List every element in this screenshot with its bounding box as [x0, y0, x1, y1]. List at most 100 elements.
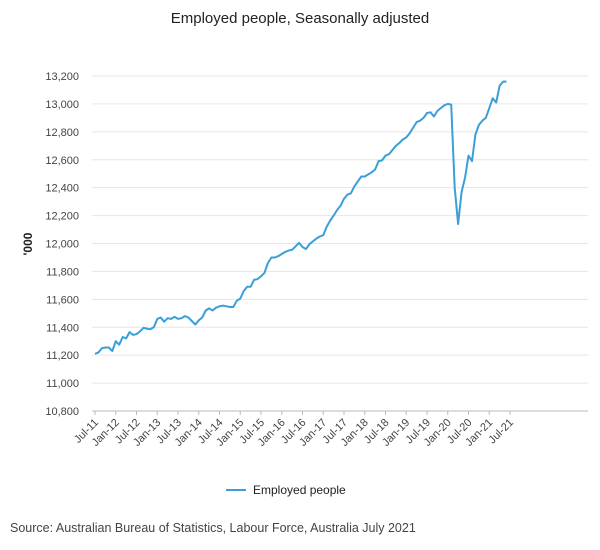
y-tick-label: 10,800 [45, 406, 79, 418]
data-point [343, 198, 345, 200]
data-point [443, 104, 445, 106]
data-point [270, 256, 272, 258]
y-axis-ticks: 10,800 11,000 11,200 11,400 11,600 11,800 12,0… [45, 71, 79, 418]
y-tick-label: 11,600 [46, 294, 79, 306]
data-point [419, 120, 421, 122]
data-point [350, 192, 352, 194]
data-point [308, 243, 310, 245]
data-point [94, 353, 96, 355]
data-point [492, 97, 494, 99]
data-point [288, 249, 290, 251]
y-tick-label: 12,800 [45, 127, 79, 139]
data-point [450, 103, 452, 105]
data-point [163, 321, 165, 323]
data-point [357, 180, 359, 182]
data-point [429, 111, 431, 113]
data-point [440, 107, 442, 109]
series-line-employed-people [94, 80, 507, 355]
y-tick-label: 13,000 [45, 99, 79, 111]
data-point [454, 187, 456, 189]
data-point [284, 251, 286, 253]
y-tick-label: 12,400 [45, 183, 79, 195]
data-point [222, 304, 224, 306]
data-point [205, 309, 207, 311]
data-point [128, 331, 130, 333]
data-point [132, 334, 134, 336]
data-point [263, 272, 265, 274]
data-point [474, 133, 476, 135]
data-point [243, 290, 245, 292]
data-point [142, 327, 144, 329]
data-point [135, 333, 137, 335]
data-point [305, 248, 307, 250]
data-point [274, 256, 276, 258]
data-point [184, 315, 186, 317]
data-point [502, 80, 504, 82]
data-point [156, 318, 158, 320]
data-point [395, 145, 397, 147]
data-point [426, 112, 428, 114]
y-tick-label: 12,200 [45, 211, 79, 223]
series-points [94, 80, 508, 355]
data-point [367, 173, 369, 175]
data-point [374, 168, 376, 170]
data-point [360, 175, 362, 177]
data-point [371, 171, 373, 173]
data-point [391, 149, 393, 151]
data-point [364, 175, 366, 177]
data-point [180, 317, 182, 319]
data-point [249, 286, 251, 288]
legend-label: Employed people [253, 483, 346, 497]
data-point [166, 317, 168, 319]
data-point [332, 214, 334, 216]
data-point [232, 306, 234, 308]
data-point [229, 306, 231, 308]
data-point [225, 305, 227, 307]
data-point [267, 262, 269, 264]
data-point [256, 278, 258, 280]
data-point [281, 253, 283, 255]
data-point [433, 115, 435, 117]
data-point [505, 80, 507, 82]
data-point [495, 101, 497, 103]
data-point [211, 309, 213, 311]
grid-layer [92, 75, 588, 412]
data-point [377, 160, 379, 162]
data-point [153, 326, 155, 328]
y-tick-label: 12,600 [45, 155, 79, 167]
data-point [208, 307, 210, 309]
data-point [460, 191, 462, 193]
data-point [412, 126, 414, 128]
data-point [384, 154, 386, 156]
data-point [198, 319, 200, 321]
data-point [488, 107, 490, 109]
data-point [97, 351, 99, 353]
data-point [294, 245, 296, 247]
data-point [315, 237, 317, 239]
y-tick-label: 12,000 [45, 239, 79, 251]
data-point [329, 219, 331, 221]
data-point [236, 300, 238, 302]
data-point [447, 103, 449, 105]
data-point [101, 347, 103, 349]
data-point [260, 275, 262, 277]
data-point [312, 240, 314, 242]
data-point [481, 120, 483, 122]
data-point [191, 320, 193, 322]
data-point [339, 205, 341, 207]
data-point [215, 307, 217, 309]
data-point [170, 318, 172, 320]
data-point [388, 153, 390, 155]
data-point [239, 297, 241, 299]
data-point [149, 328, 151, 330]
data-point [173, 316, 175, 318]
data-point [298, 242, 300, 244]
y-tick-label: 11,200 [46, 350, 79, 362]
data-point [457, 223, 459, 225]
data-point [194, 323, 196, 325]
data-point [218, 305, 220, 307]
data-point [409, 132, 411, 134]
data-point [353, 185, 355, 187]
data-point [322, 234, 324, 236]
